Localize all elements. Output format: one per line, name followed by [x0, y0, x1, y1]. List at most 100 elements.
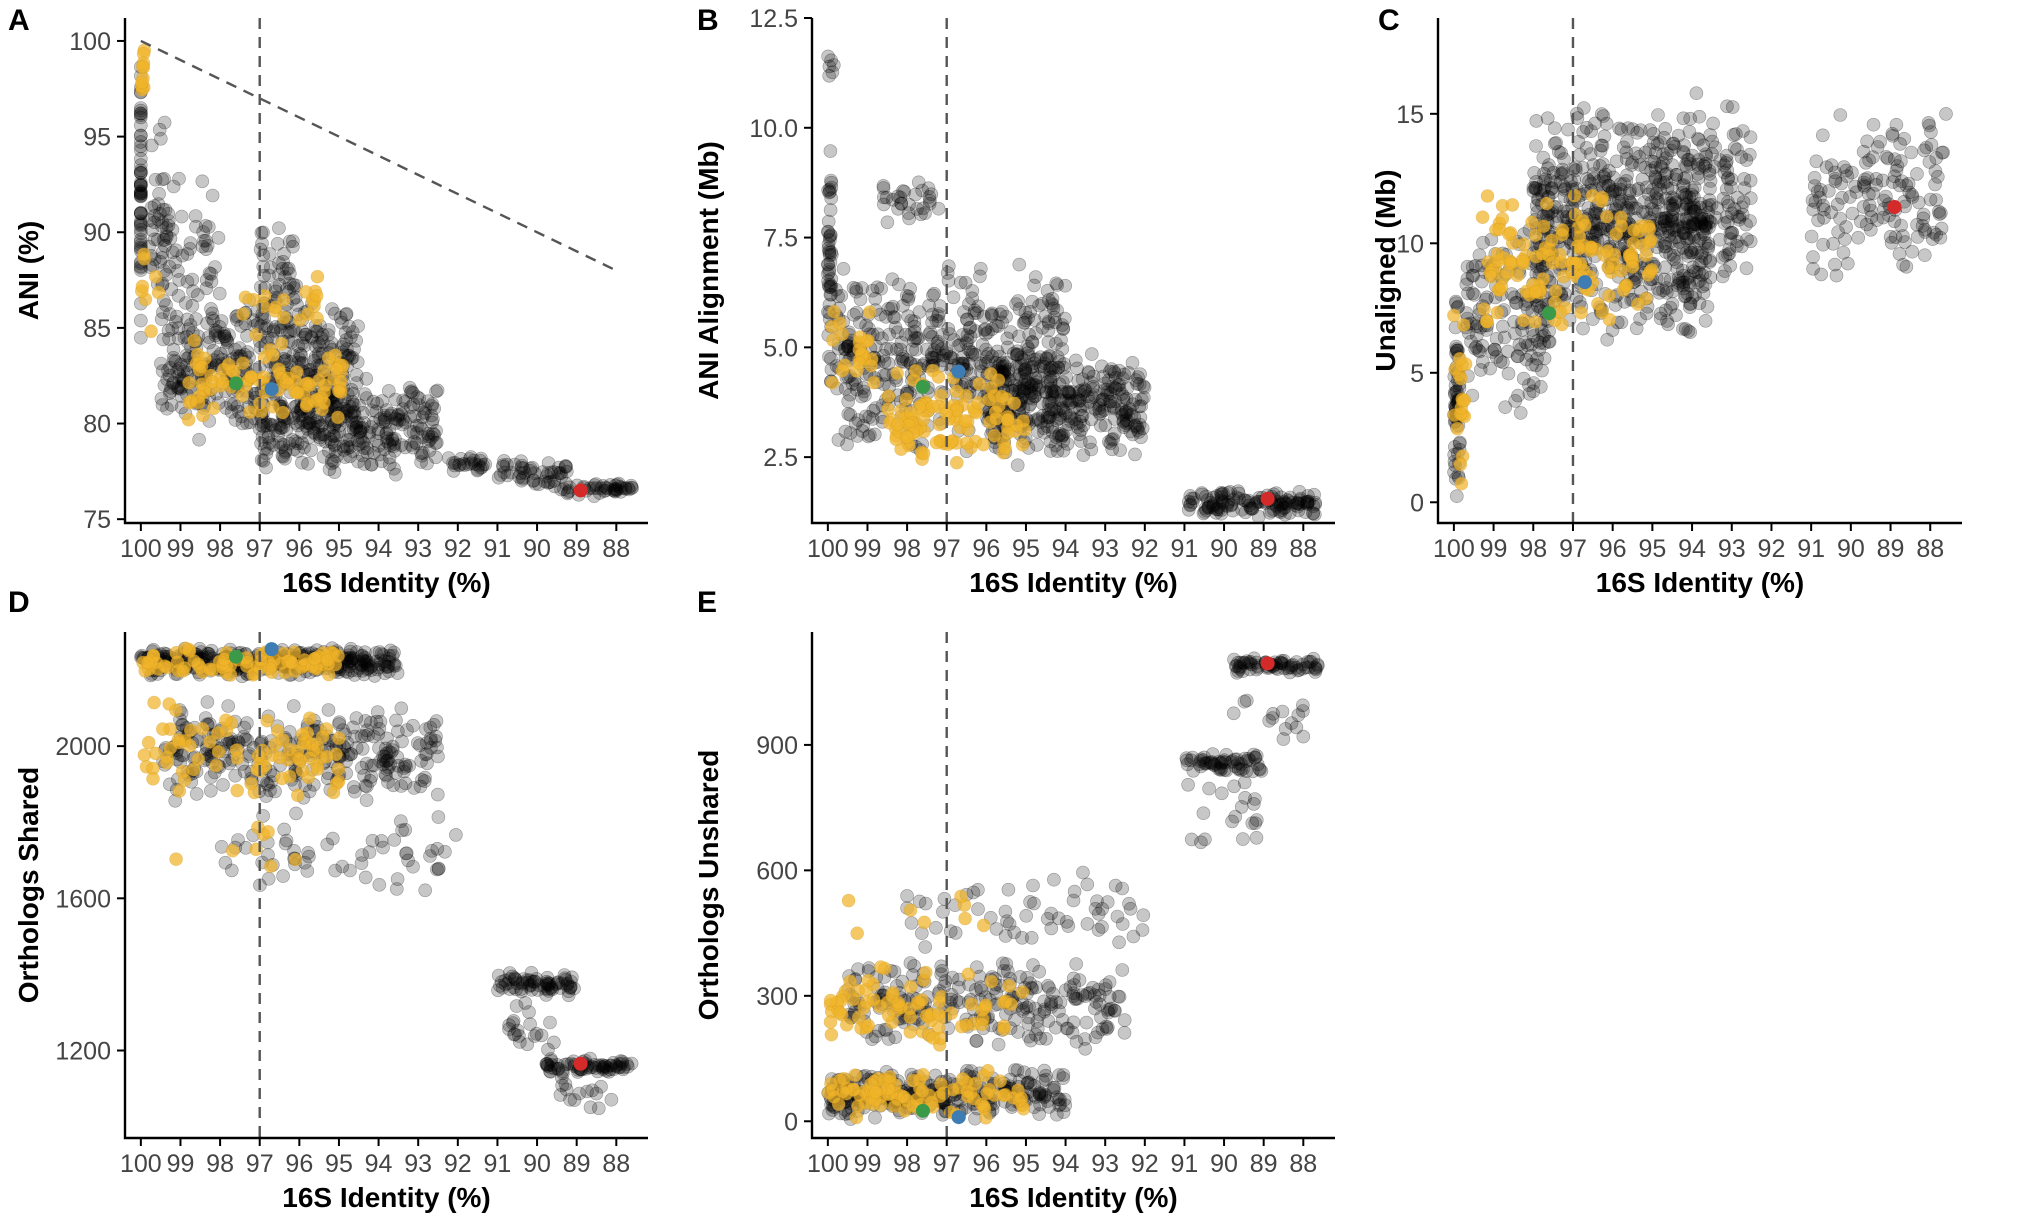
data-point — [377, 442, 392, 457]
data-point — [1018, 313, 1033, 328]
data-point — [567, 1093, 582, 1107]
data-point — [1028, 270, 1043, 284]
data-point — [1723, 258, 1737, 273]
data-point — [1104, 362, 1119, 376]
data-point — [301, 416, 316, 430]
data-point — [1042, 362, 1057, 377]
data-point — [329, 428, 344, 443]
data-point — [931, 314, 946, 329]
data-point — [831, 289, 845, 304]
data-point — [1274, 497, 1289, 512]
data-point — [296, 412, 310, 427]
x-tick-label: 100 — [807, 535, 849, 563]
data-point — [217, 329, 232, 343]
highlight-point — [216, 375, 230, 390]
data-point — [934, 342, 949, 356]
data-point — [931, 307, 946, 321]
data-point — [406, 425, 421, 439]
data-point — [960, 333, 975, 348]
data-point — [1126, 427, 1140, 442]
data-point — [1633, 123, 1648, 137]
data-point — [292, 351, 306, 366]
data-point — [607, 482, 622, 497]
data-point — [1058, 278, 1072, 293]
data-point — [985, 306, 999, 321]
data-point — [370, 705, 385, 719]
data-point — [308, 350, 323, 364]
highlight-point — [194, 359, 209, 374]
data-point — [1104, 432, 1119, 447]
data-point — [371, 426, 386, 440]
data-point — [240, 345, 255, 359]
axes — [123, 18, 648, 525]
data-point — [395, 734, 409, 749]
data-point — [821, 241, 836, 256]
x-tick-label: 95 — [325, 1150, 353, 1178]
highlight-point — [250, 762, 264, 777]
data-point — [425, 397, 440, 411]
data-point — [282, 276, 297, 291]
x-tick-label: 100 — [120, 1150, 162, 1178]
scatter-points — [134, 43, 639, 504]
data-point — [407, 409, 422, 424]
data-point — [821, 237, 836, 252]
data-point — [959, 336, 974, 351]
data-point — [960, 328, 975, 343]
data-point — [219, 341, 234, 356]
data-point — [1044, 296, 1059, 311]
data-point — [598, 483, 613, 498]
x-tick-label: 97 — [1559, 535, 1587, 563]
data-point — [446, 456, 460, 470]
data-point — [345, 399, 360, 414]
data-point — [352, 398, 366, 413]
highlight-point — [864, 358, 878, 373]
data-point — [471, 458, 486, 472]
data-point — [351, 319, 365, 334]
data-point — [327, 465, 342, 480]
data-point — [301, 416, 316, 430]
data-point — [308, 426, 322, 441]
x-tick-label: 92 — [444, 1150, 472, 1178]
data-point — [211, 231, 226, 245]
data-point — [452, 458, 466, 472]
data-point — [286, 234, 300, 248]
data-point — [525, 460, 540, 475]
data-point — [410, 426, 424, 440]
x-tick-label: 98 — [893, 535, 921, 563]
data-point — [155, 398, 170, 412]
data-point — [354, 856, 369, 871]
data-point — [824, 287, 838, 302]
data-point — [167, 353, 182, 368]
highlight-point — [826, 333, 840, 347]
data-point — [1513, 406, 1528, 420]
data-point — [612, 479, 627, 494]
x-axis-title: 16S Identity (%) — [282, 567, 490, 598]
data-point — [1886, 175, 1900, 189]
data-point — [1111, 378, 1125, 393]
data-point — [374, 454, 389, 469]
data-point — [180, 247, 195, 261]
data-point — [1925, 232, 1940, 246]
data-point — [557, 482, 571, 497]
data-point — [340, 342, 354, 357]
highlight-point — [209, 758, 223, 773]
data-point — [162, 368, 177, 383]
data-point — [1042, 293, 1056, 307]
data-point — [387, 437, 402, 451]
y-tick-label: 10.0 — [749, 115, 798, 143]
data-point — [183, 236, 198, 250]
data-point — [340, 441, 355, 455]
data-point — [1037, 359, 1051, 374]
x-tick-label: 89 — [1250, 535, 1278, 563]
highlight-point — [290, 788, 305, 803]
data-point — [246, 313, 261, 328]
data-point — [426, 426, 440, 441]
data-point — [1183, 497, 1198, 512]
highlight-point — [1015, 437, 1030, 452]
data-point — [325, 302, 339, 316]
data-point — [1888, 230, 1903, 244]
data-point — [823, 144, 838, 158]
data-point — [1084, 375, 1098, 390]
highlight-point — [1502, 227, 1516, 241]
data-point — [163, 307, 177, 321]
